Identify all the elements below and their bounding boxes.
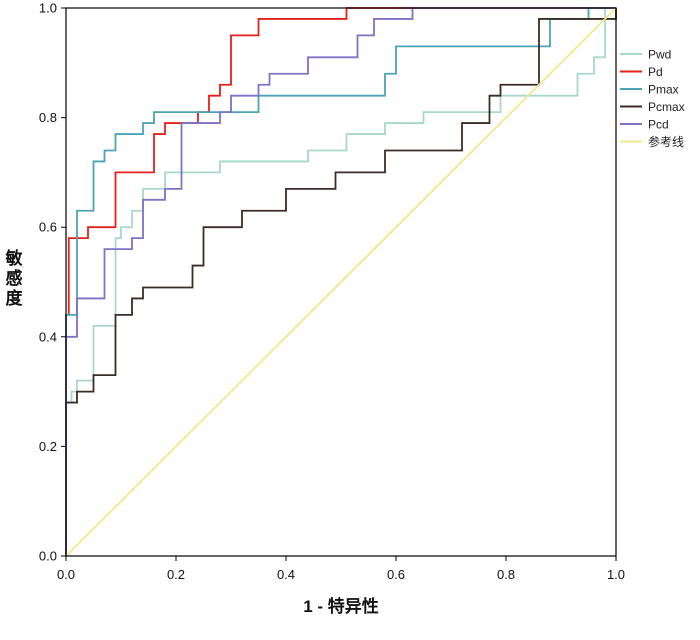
plot-frame <box>65 7 617 557</box>
x-tick-label: 0.6 <box>387 567 405 582</box>
y-axis: 0.0 0.2 0.4 0.6 0.8 1.0 <box>39 1 66 564</box>
x-tick-label: 0.8 <box>497 567 515 582</box>
x-tick-label: 0.2 <box>167 567 185 582</box>
legend-label: Pwd <box>648 48 671 62</box>
y-tick-label: 0.4 <box>39 329 57 344</box>
series-line-reference <box>65 7 617 557</box>
legend-label: Pd <box>648 65 663 79</box>
y-axis-title: 敏感度 <box>5 248 24 308</box>
legend-label: Pcd <box>648 118 669 132</box>
series-line-pmax <box>65 7 616 556</box>
series-layer <box>65 7 617 557</box>
legend-label: 参考线 <box>648 134 684 149</box>
y-tick-label: 0.6 <box>39 220 57 235</box>
x-axis-title: 1 - 特异性 <box>303 596 379 616</box>
series-line-pcmax <box>65 8 617 556</box>
legend: Pwd Pd Pmax Pcmax Pcd 参考线 <box>620 48 685 149</box>
series-line-pcd <box>65 7 616 556</box>
x-tick-label: 1.0 <box>607 567 625 582</box>
y-tick-label: 1.0 <box>39 1 57 16</box>
x-tick-label: 0.0 <box>57 567 75 582</box>
x-tick-label: 0.4 <box>277 567 295 582</box>
y-tick-label: 0.8 <box>39 110 57 125</box>
y-tick-label: 0.0 <box>39 549 57 564</box>
legend-label: Pmax <box>648 83 679 97</box>
x-axis: 0.0 0.2 0.4 0.6 0.8 1.0 <box>57 556 625 582</box>
y-tick-label: 0.2 <box>39 439 57 454</box>
legend-label: Pcmax <box>648 100 685 114</box>
